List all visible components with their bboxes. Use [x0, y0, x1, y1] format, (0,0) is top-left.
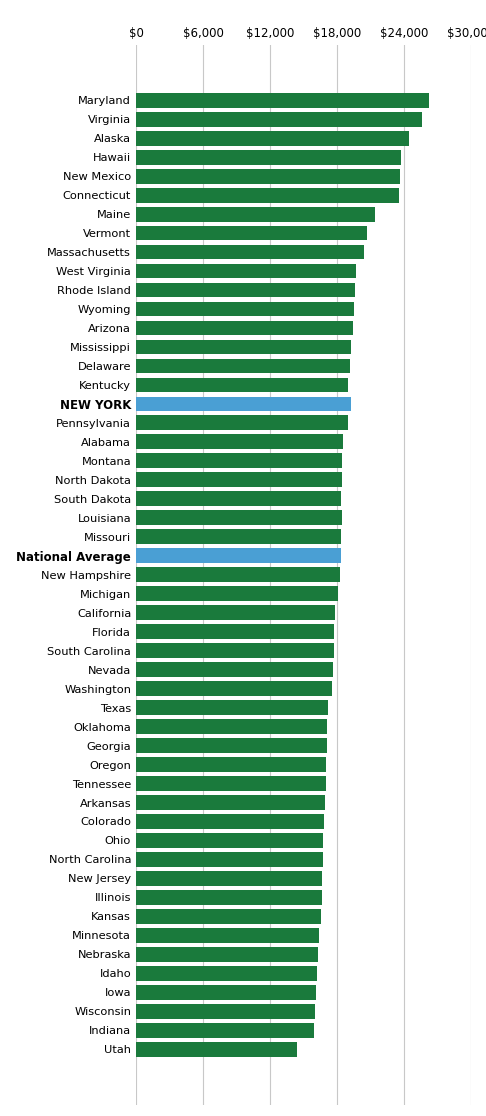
- Bar: [136, 93, 429, 107]
- Bar: [136, 662, 333, 677]
- Bar: [136, 396, 351, 412]
- Bar: [136, 339, 351, 355]
- Bar: [136, 282, 355, 298]
- Bar: [136, 757, 326, 772]
- Bar: [136, 491, 341, 507]
- Bar: [136, 415, 348, 431]
- Bar: [136, 244, 364, 260]
- Bar: [136, 434, 343, 450]
- Bar: [136, 947, 318, 962]
- Bar: [136, 187, 399, 202]
- Bar: [136, 966, 317, 981]
- Bar: [136, 738, 327, 753]
- Bar: [136, 206, 375, 221]
- Bar: [136, 605, 335, 620]
- Bar: [136, 681, 331, 696]
- Bar: [136, 320, 353, 336]
- Bar: [136, 169, 400, 183]
- Bar: [136, 814, 324, 829]
- Bar: [136, 1004, 315, 1019]
- Bar: [136, 795, 325, 810]
- Bar: [136, 301, 354, 317]
- Bar: [136, 889, 322, 905]
- Bar: [136, 1042, 297, 1057]
- Bar: [136, 833, 323, 848]
- Bar: [136, 225, 367, 240]
- Bar: [136, 358, 349, 374]
- Bar: [136, 929, 319, 943]
- Bar: [136, 870, 322, 886]
- Bar: [136, 643, 334, 658]
- Bar: [136, 1023, 314, 1038]
- Bar: [136, 719, 327, 734]
- Bar: [136, 472, 342, 488]
- Bar: [136, 776, 326, 791]
- Bar: [136, 624, 334, 639]
- Bar: [136, 150, 401, 164]
- Bar: [136, 700, 329, 715]
- Bar: [136, 377, 348, 393]
- Bar: [136, 567, 340, 583]
- Bar: [136, 112, 422, 126]
- Bar: [136, 529, 341, 545]
- Bar: [136, 510, 342, 526]
- Bar: [136, 852, 323, 867]
- Bar: [136, 548, 341, 564]
- Bar: [136, 985, 316, 1000]
- Bar: [136, 263, 356, 279]
- Bar: [136, 131, 409, 145]
- Bar: [136, 453, 342, 469]
- Bar: [136, 586, 338, 602]
- Bar: [136, 910, 321, 924]
